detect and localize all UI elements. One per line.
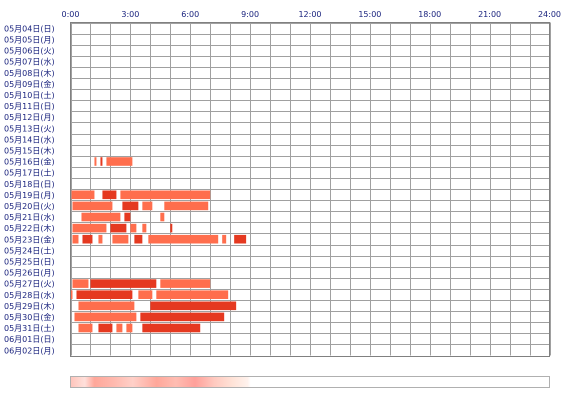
day-label: 05月21日(水) — [4, 212, 55, 222]
sleep-segment — [78, 323, 93, 333]
day-label: 05月26日(月) — [4, 269, 55, 278]
sleep-segment — [160, 279, 211, 288]
hour-tick-label: 18:00 — [418, 10, 441, 19]
day-label: 05月09日(金) — [4, 79, 55, 89]
sleep-segment — [148, 234, 219, 244]
hour-labels: 0:00 3:00 6:00 9:00 12:00 15:00 18:00 21:00 24:0… — [62, 10, 562, 19]
sleep-segment — [112, 234, 129, 244]
sleep-segment — [124, 212, 131, 222]
sleep-segment — [130, 223, 137, 233]
day-label: 06月01日(日) — [4, 335, 55, 344]
sleep-segment — [76, 290, 133, 299]
sleep-segment — [106, 157, 133, 166]
day-label: 05月18日(日) — [4, 180, 55, 189]
sleep-segment — [150, 301, 237, 311]
sleep-segment — [156, 290, 229, 299]
day-label: 05月22日(木) — [4, 223, 55, 233]
day-label: 05月11日(日) — [4, 102, 55, 111]
day-label: 05月16日(金) — [4, 157, 55, 167]
hour-tick-label: 15:00 — [358, 10, 381, 19]
hour-tick-label: 12:00 — [298, 10, 321, 19]
sleep-segment — [120, 190, 211, 200]
sleep-segment — [222, 234, 227, 244]
sleep-segment — [102, 190, 117, 200]
sleep-segment — [164, 201, 209, 211]
sleep-segment — [134, 234, 143, 244]
sleep-segment — [138, 290, 153, 299]
day-label: 05月14日(水) — [4, 134, 55, 144]
hour-tick-label: 21:00 — [478, 10, 501, 19]
sleep-segment — [126, 323, 133, 333]
day-label: 05月29日(木) — [4, 301, 55, 311]
sleep-segment — [82, 234, 93, 244]
sleep-segment — [116, 323, 123, 333]
sleep-segment — [74, 312, 137, 322]
sleep-segment — [71, 190, 95, 200]
day-label: 05月04日(日) — [4, 24, 55, 33]
day-label: 05月24日(土) — [4, 245, 55, 255]
day-label: 05月10日(土) — [4, 90, 55, 100]
day-label: 05月17日(土) — [4, 168, 55, 178]
sleep-segment — [72, 234, 79, 244]
sleep-segment — [110, 223, 127, 233]
day-label: 05月06日(火) — [4, 47, 55, 56]
sleep-segment — [140, 312, 225, 322]
sleep-segment — [142, 223, 147, 233]
sleep-segment — [98, 323, 113, 333]
day-label: 05月30日(金) — [4, 312, 55, 322]
sleep-segment — [72, 201, 113, 211]
hour-tick-label: 3:00 — [121, 10, 139, 19]
day-label: 06月02日(月) — [4, 346, 55, 355]
sleep-segment — [142, 323, 201, 333]
sleep-segment — [70, 290, 73, 299]
sleep-segment — [72, 223, 107, 233]
day-label: 05月28日(水) — [4, 290, 55, 300]
sleep-segment — [72, 279, 89, 288]
sleep-segment — [78, 301, 135, 311]
sleep-bars — [70, 157, 247, 333]
day-label: 05月12日(月) — [4, 113, 55, 122]
day-label: 05月15日(木) — [4, 146, 55, 156]
day-label: 05月13日(火) — [4, 124, 55, 133]
day-label: 05月19日(月) — [4, 191, 55, 200]
sleep-segment — [142, 201, 153, 211]
sleep-segment — [81, 212, 121, 222]
hour-tick-label: 0:00 — [62, 10, 80, 19]
summary-heat-strip — [70, 376, 550, 388]
day-label: 05月05日(月) — [4, 36, 55, 45]
sleep-segment — [160, 212, 165, 222]
sleep-segment — [234, 234, 247, 244]
day-label: 05月25日(日) — [4, 258, 55, 267]
hour-tick-label: 9:00 — [241, 10, 259, 19]
day-label: 05月07日(水) — [4, 57, 55, 67]
grid — [70, 22, 551, 357]
sleep-segment — [170, 223, 173, 233]
day-labels: 05月04日(日)05月05日(月)05月06日(火)05月07日(水)05月0… — [4, 24, 55, 355]
sleep-segment — [100, 157, 103, 166]
day-label: 05月31日(土) — [4, 323, 55, 333]
day-label: 05月08日(木) — [4, 68, 55, 78]
sleep-segment — [94, 157, 97, 166]
day-label: 05月20日(火) — [4, 202, 55, 211]
sleep-segment — [98, 234, 103, 244]
plot-frame — [70, 22, 550, 357]
hour-tick-label: 24:00 — [538, 10, 561, 19]
day-label: 05月27日(火) — [4, 280, 55, 289]
sleep-segment — [90, 279, 157, 288]
day-label: 05月23日(金) — [4, 234, 55, 244]
sleep-segment — [122, 201, 139, 211]
hour-tick-label: 6:00 — [181, 10, 199, 19]
